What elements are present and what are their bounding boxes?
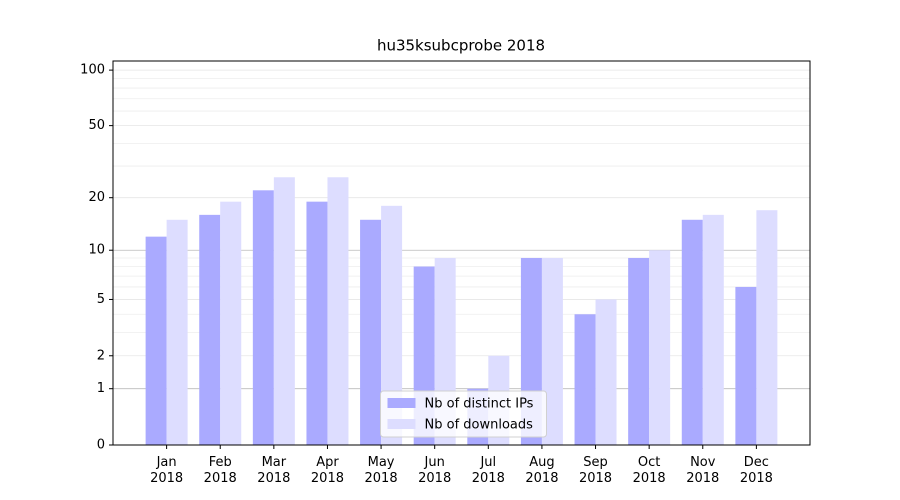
bar	[273, 177, 295, 446]
y-tick-label: 2	[97, 348, 105, 363]
x-tick-label: Mar 2018	[257, 455, 290, 486]
bar	[199, 214, 221, 445]
bar	[756, 210, 778, 445]
x-tick-label: Apr 2018	[311, 455, 344, 486]
bar	[252, 190, 274, 445]
bar	[360, 219, 382, 445]
y-tick-label: 50	[88, 118, 105, 133]
x-tick-label: Oct 2018	[633, 455, 666, 486]
bar	[702, 214, 724, 445]
y-tick-label: 0	[97, 438, 105, 453]
x-tick-label: Jul 2018	[472, 455, 505, 486]
bar	[541, 257, 563, 445]
y-tick-label: 5	[97, 292, 105, 307]
y-tick-label: 1	[97, 381, 105, 396]
x-tick-label: Dec 2018	[740, 455, 773, 486]
legend-swatch	[387, 398, 416, 408]
bar	[220, 201, 242, 445]
bar	[145, 236, 167, 445]
bar	[306, 201, 328, 445]
bar	[628, 257, 650, 445]
y-tick-label: 100	[80, 63, 105, 78]
chart-title: hu35ksubcprobe 2018	[377, 37, 545, 55]
x-tick-label: Feb 2018	[204, 455, 237, 486]
bar	[649, 250, 671, 445]
bar	[327, 177, 349, 446]
x-tick-label: Jun 2018	[418, 455, 451, 486]
x-tick-label: Aug 2018	[525, 455, 558, 486]
legend-label: Nb of downloads	[425, 418, 534, 433]
legend-swatch	[387, 419, 416, 429]
bar	[681, 219, 703, 445]
legend-label: Nb of distinct IPs	[425, 397, 534, 412]
bar	[574, 314, 596, 445]
x-tick-label: May 2018	[365, 455, 398, 486]
x-tick-label: Sep 2018	[579, 455, 612, 486]
x-tick-label: Jan 2018	[150, 455, 183, 486]
bar	[595, 299, 617, 445]
bar	[381, 205, 403, 445]
bar	[166, 219, 188, 445]
y-tick-label: 20	[88, 190, 105, 205]
legend-box	[380, 390, 547, 438]
y-tick-label: 10	[88, 243, 105, 258]
plot-frame	[112, 60, 811, 446]
x-tick-label: Nov 2018	[686, 455, 719, 486]
bar	[735, 286, 757, 445]
